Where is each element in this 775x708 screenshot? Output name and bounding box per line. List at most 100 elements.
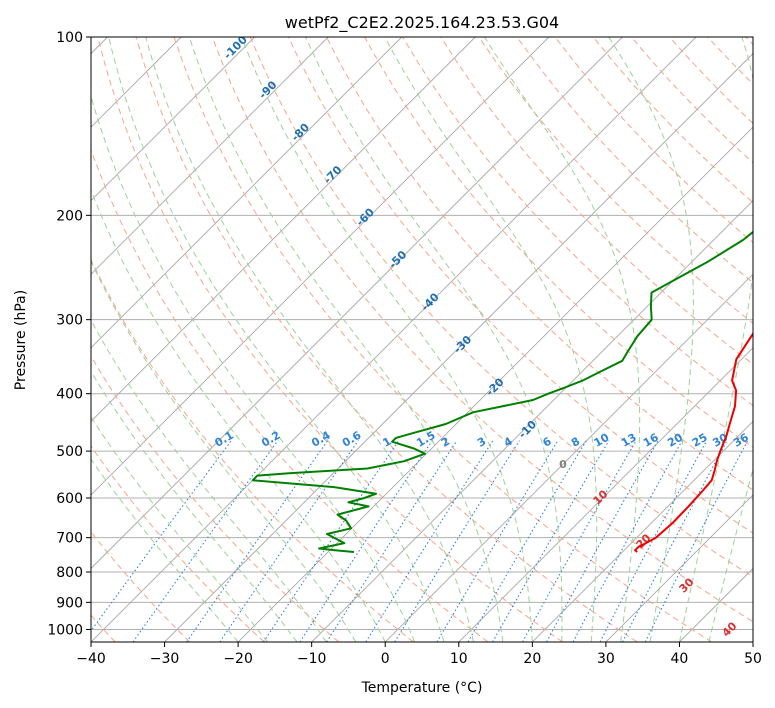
- mixing-ratio-line: [436, 440, 559, 642]
- mixing-ratio-label: 2: [439, 435, 452, 450]
- moist-adiabat: [384, 37, 598, 642]
- mixing-ratio-line: [394, 440, 520, 642]
- mixing-ratio-line: [299, 440, 433, 642]
- mixing-ratio-label: 20: [665, 431, 685, 450]
- mixing-ratio-label: 16: [641, 431, 661, 450]
- moist-adiabat: [108, 37, 445, 642]
- mixing-ratio-label: 0.1: [213, 429, 236, 450]
- x-tick-label: −10: [297, 651, 327, 667]
- dry-adiabat: [440, 37, 753, 365]
- isotherm: [91, 37, 550, 496]
- x-tick-label: 20: [523, 651, 541, 667]
- y-tick-label: 1000: [47, 622, 83, 638]
- y-tick-label: 800: [56, 565, 83, 581]
- mixing-ratio-line: [492, 440, 610, 642]
- moist-adiabat: [91, 370, 298, 642]
- y-tick-label: 100: [56, 30, 83, 46]
- moist-adiabat: [241, 37, 533, 642]
- x-tick-label: −30: [150, 651, 180, 667]
- moist-adiabat: [188, 37, 504, 642]
- dry-adiabat: [91, 445, 265, 642]
- profiles: [251, 230, 753, 553]
- y-tick-label: 400: [56, 387, 83, 403]
- y-tick-label: 700: [56, 531, 83, 547]
- moist-label: 40: [720, 619, 740, 639]
- dry-adiabat-label: -60: [354, 205, 377, 228]
- mixing-ratio-line: [365, 440, 494, 642]
- x-tick-label: 0: [381, 651, 390, 667]
- dry-adiabat: [287, 37, 753, 534]
- dry-adiabat: [91, 148, 489, 642]
- moist-adiabat: [484, 37, 641, 642]
- isotherm: [532, 420, 753, 642]
- isotherm: [91, 37, 403, 349]
- mixing-ratio-label: 36: [731, 431, 751, 450]
- dry-adiabat: [592, 37, 753, 204]
- dry-adiabat-label: -20: [483, 375, 506, 398]
- isotherm: [384, 273, 753, 642]
- x-tick-label: −40: [76, 651, 106, 667]
- isotherm: [458, 347, 753, 642]
- moist-adiabat: [91, 319, 327, 642]
- moist-adiabat: [608, 37, 694, 642]
- mixing-ratio-line: [219, 440, 359, 642]
- mixing-ratio-label: 3: [475, 435, 488, 450]
- dry-adiabat: [97, 37, 563, 642]
- moist-label: 30: [677, 575, 697, 595]
- mixing-ratio-line: [263, 440, 400, 642]
- isotherm: [237, 126, 753, 642]
- zero-label: 0: [559, 458, 567, 471]
- x-tick-label: 40: [671, 651, 689, 667]
- dry-adiabat: [173, 37, 713, 642]
- dry-adiabat: [249, 37, 753, 578]
- mixing-ratio-line: [599, 440, 708, 642]
- x-tick-label: 30: [597, 651, 615, 667]
- mixing-ratio-label: 0.2: [259, 429, 282, 450]
- y-tick-label: 300: [56, 313, 83, 329]
- y-axis: 100 200 300 400 500 600 700 800 900 1000: [47, 30, 91, 638]
- moist-adiabat: [91, 458, 239, 642]
- mixing-ratio-label: 6: [540, 434, 553, 449]
- moist-adiabat: [678, 37, 753, 642]
- temperature-profile: [634, 332, 753, 553]
- dry-adiabat-label: -30: [451, 333, 474, 356]
- dewpoint-profile: [251, 230, 753, 553]
- x-tick-label: −20: [223, 651, 253, 667]
- isotherm: [91, 37, 476, 422]
- chart-title: wetPf2_C2E2.2025.164.23.53.G04: [285, 13, 559, 33]
- dry-adiabat: [516, 37, 753, 284]
- dry-adiabat: [91, 355, 340, 642]
- mixing-ratio-line: [572, 440, 683, 642]
- dry-adiabat: [478, 37, 753, 324]
- y-tick-label: 500: [56, 444, 83, 460]
- dry-adiabat: [707, 37, 753, 85]
- moist-adiabat: [91, 416, 268, 642]
- x-tick-label: 10: [450, 651, 468, 667]
- y-tick-label: 900: [56, 595, 83, 611]
- moist-label: 10: [591, 487, 611, 507]
- dry-adiabat: [91, 258, 414, 642]
- dry-adiabat-label: -70: [321, 163, 344, 186]
- dry-adiabat: [326, 37, 753, 491]
- mixing-ratio-line: [132, 440, 279, 642]
- mixing-ratio-line: [467, 440, 587, 642]
- isotherm: [679, 567, 753, 642]
- y-tick-label: 600: [56, 491, 83, 507]
- mixing-ratio-line: [546, 440, 659, 642]
- dry-adiabat: [554, 37, 753, 244]
- y-axis-label: Pressure (hPa): [13, 290, 29, 390]
- isotherm: [752, 641, 753, 642]
- dry-adiabat-label: -80: [289, 121, 312, 144]
- moist-adiabat: [305, 37, 563, 642]
- mixing-ratio-line: [186, 440, 329, 642]
- moist-adiabat: [708, 467, 753, 642]
- mixing-ratio-line: [91, 440, 232, 632]
- dry-adiabat-label: -10: [516, 418, 539, 441]
- dry-adiabat-label: -50: [386, 248, 409, 271]
- moist-adiabat: [91, 94, 416, 642]
- isotherm: [91, 37, 623, 570]
- mixing-ratio-label: 0.4: [309, 429, 333, 450]
- moist-adiabat: [91, 188, 386, 642]
- dry-adiabat: [669, 37, 753, 125]
